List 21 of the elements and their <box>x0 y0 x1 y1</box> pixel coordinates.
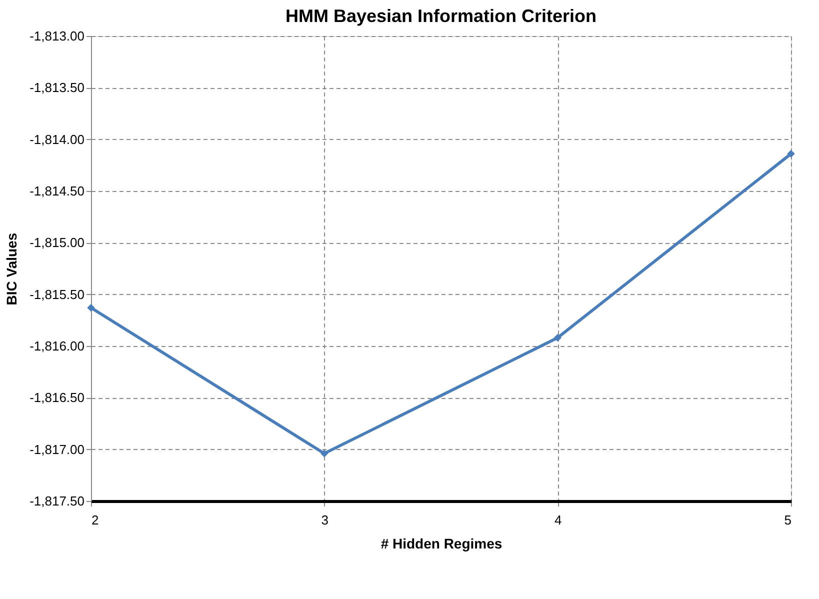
x-axis-title: # Hidden Regimes <box>380 536 502 552</box>
y-tick-label: -1,814.50 <box>30 184 84 198</box>
point <box>787 150 795 158</box>
y-tick-label: -1,817.50 <box>30 494 84 508</box>
y-axis-title: BIC Values <box>4 232 20 306</box>
y-tick-label: -1,817.00 <box>30 442 84 457</box>
x-tick-label: 2 <box>92 512 99 528</box>
y-tick-label: -1,816.50 <box>30 390 84 406</box>
point <box>554 334 562 342</box>
y-tick-label: -1,813.00 <box>30 28 84 44</box>
y-tick-label: -1,814.00 <box>30 132 84 147</box>
y-tick-label: -1,815.50 <box>30 286 84 302</box>
y-tick-label: -1,815.00 <box>30 235 84 250</box>
point <box>87 304 95 312</box>
y-tick-label: -1,816.00 <box>30 338 84 354</box>
y-tick-label: -1,813.50 <box>30 80 84 96</box>
x-tick-label: 5 <box>784 512 792 528</box>
x-tick-label: 3 <box>321 512 328 528</box>
chart-title: HMM Bayesian Information Criterion <box>285 6 597 26</box>
point <box>320 450 328 458</box>
x-tick-label: 4 <box>554 512 562 528</box>
